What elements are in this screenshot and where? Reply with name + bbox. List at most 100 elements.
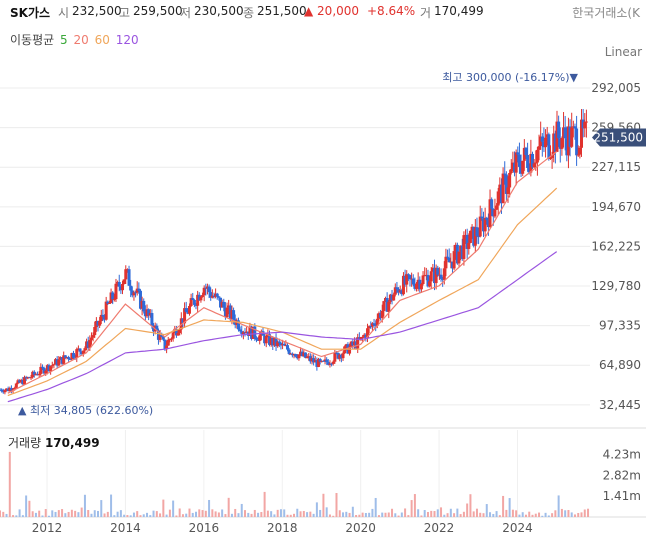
volume-bar [391,508,394,517]
volume-bar [495,511,498,517]
candle-body [470,226,474,231]
candle-body [44,370,48,374]
candle-body [326,362,330,365]
candle-body [107,302,111,304]
volume-bar [508,498,511,517]
candle-body [517,154,521,167]
candle-body [411,278,415,285]
volume-bar [583,509,586,517]
volume-bar [420,515,423,517]
candle-body [40,366,44,368]
candle-body [531,153,535,168]
candle-body [117,282,121,287]
volume-bar [570,512,573,517]
volume-bar [224,514,227,517]
candle-body [80,351,84,354]
volume-value: 170,499 [434,4,484,18]
candle-body [349,341,353,347]
volume-bar [100,500,103,517]
x-tick-label: 2022 [424,521,455,535]
candle-body [176,332,180,336]
volume-bar [296,508,299,517]
candle-body [302,352,306,357]
candle-body [357,337,361,340]
volume-bar [181,514,184,517]
candle-body [163,339,167,350]
volume-bar [64,513,67,517]
volume-bar [227,497,230,517]
candle-body [580,119,584,148]
volume-bar [328,514,331,517]
candle-body [245,331,249,333]
candle-body [436,267,440,275]
volume-bar [283,509,286,517]
volume-bar [377,515,380,517]
candle-body [18,380,22,383]
candle-body [537,146,541,150]
candle-body [202,287,206,296]
candle-body [6,388,10,392]
scale-type[interactable]: Linear [604,45,642,59]
volume-bar [191,512,194,517]
candle-body [189,298,193,307]
candle-body [178,329,182,333]
moving-average-legend[interactable]: 이동평균 5 20 60 120 [10,31,141,48]
volume-bar [8,451,11,517]
candle-body [408,275,412,280]
volume-bar [240,503,243,517]
candle-body [264,336,268,344]
volume-bar [302,510,305,517]
volume-bar [0,510,1,517]
volume-bar [358,514,361,517]
candle-body [197,294,201,301]
candle-body [450,261,454,269]
candle-body [493,209,497,217]
candle-body [468,230,472,243]
candle-body [170,338,174,340]
volume-bar [87,509,90,517]
candle-body [187,306,191,314]
candle-body [501,173,505,204]
candle-body [165,345,169,350]
volume-bar [237,513,240,517]
volume-bar [152,510,155,517]
candle-body [305,356,309,358]
volume-bar [273,514,276,517]
candle-body [67,357,71,359]
last-price-badge [592,128,646,147]
volume-bar [178,508,181,517]
volume-bar [315,502,318,517]
volume-bar [489,512,492,517]
volume-bar [103,513,106,517]
candle-body [454,244,458,252]
candle-body [232,310,236,320]
ma60-line [7,187,558,397]
candle-body [24,377,28,379]
candle-body [419,284,423,290]
candle-body [575,128,579,156]
volume-bar [136,511,139,517]
exchange-name[interactable]: 한국거래소(K [572,6,640,20]
volume-bar [436,509,439,517]
candle-body [29,377,33,379]
volume-bar [247,512,250,517]
candle-body [238,329,242,332]
volume-bar [554,510,557,517]
candle-body [192,299,196,305]
candle-body [374,324,378,326]
volume-bar [299,511,302,517]
candle-body [352,341,356,346]
candle-body [568,126,572,147]
volume-bar [129,515,132,517]
candle-body [222,301,226,308]
candle-body [485,217,489,221]
candle-body [271,337,275,346]
candle-body [490,199,494,209]
candle-body [285,345,289,350]
volume-bar [322,493,325,517]
volume-bar [384,512,387,517]
volume-bar [54,511,57,517]
candle-body [504,174,508,194]
volume-bar [557,495,560,517]
